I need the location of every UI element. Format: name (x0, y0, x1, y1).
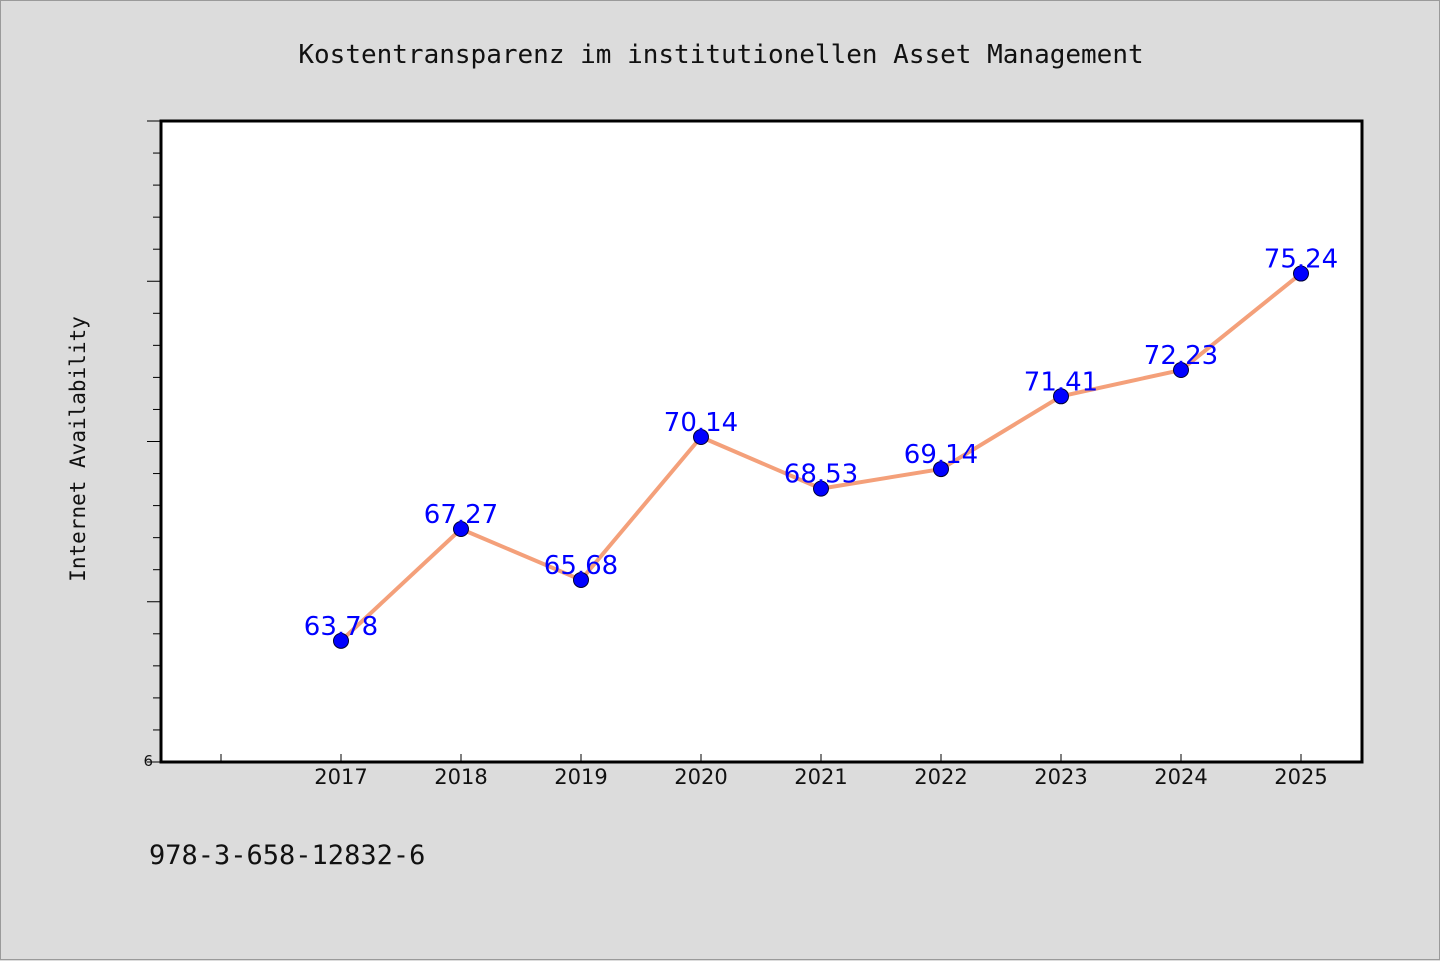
data-label: 70.14 (664, 408, 738, 438)
x-tick-label: 2022 (914, 765, 967, 789)
data-point (453, 520, 469, 537)
x-tick-label: 2018 (434, 765, 487, 789)
x-axis-ticks: 2017 2018 2019 2020 2021 2022 2023 2024 2025 (220, 754, 1328, 789)
x-tick-label: 2020 (674, 765, 727, 789)
data-point (1053, 388, 1069, 405)
data-label: 72.23 (1144, 341, 1218, 371)
data-point (933, 461, 949, 478)
data-label: 63.78 (304, 612, 378, 642)
data-label: 67.27 (424, 500, 498, 530)
x-tick-label: 2025 (1274, 765, 1327, 789)
isbn-footer: 978-3-658-12832-6 (149, 840, 425, 871)
plot-area (159, 119, 1364, 764)
data-point (813, 480, 829, 497)
data-label: 65.68 (544, 551, 618, 581)
y-axis-ticks (147, 120, 161, 763)
data-point (1173, 362, 1189, 379)
y-tick-label: 6 (143, 752, 153, 770)
data-point (333, 632, 349, 649)
x-tick-label: 2021 (794, 765, 847, 789)
chart-title: Kostentransparenz im institutionellen As… (298, 40, 1143, 70)
data-label: 71.41 (1024, 367, 1098, 397)
data-point (1293, 265, 1309, 282)
x-tick-label: 2017 (314, 765, 367, 789)
data-point (573, 571, 589, 588)
series-layer: 63.78 67.27 65.68 70.14 68.53 69.14 71.41 72.23… (304, 245, 1338, 649)
y-axis-label: Internet Availability (66, 316, 90, 582)
data-label: 69.14 (904, 440, 978, 470)
data-point (693, 429, 709, 446)
data-label: 68.53 (784, 460, 858, 490)
x-tick-label: 2019 (554, 765, 607, 789)
x-tick-label: 2023 (1034, 765, 1087, 789)
data-label: 75.24 (1264, 245, 1338, 275)
x-tick-label: 2024 (1154, 765, 1207, 789)
